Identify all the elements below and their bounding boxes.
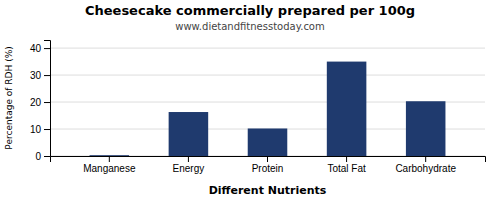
y-tick-mark xyxy=(44,102,50,103)
x-tick-mark xyxy=(267,156,268,162)
grid-line xyxy=(50,48,485,49)
y-tick-label: 30 xyxy=(30,70,42,81)
bar xyxy=(90,155,130,156)
y-tick-mark xyxy=(44,48,50,49)
x-tick-mark xyxy=(425,156,426,162)
x-axis: Manganese Energy Protein Total Fat Carbohydr… xyxy=(51,156,486,174)
x-tick: Manganese xyxy=(83,156,136,174)
x-axis-title: Different Nutrients xyxy=(209,184,327,197)
bar xyxy=(248,128,288,156)
bar xyxy=(327,62,367,156)
y-tick-label: 10 xyxy=(30,124,42,135)
x-tick: Carbohydrate xyxy=(395,156,456,174)
y-tick-label: 20 xyxy=(30,97,42,108)
x-tick-mark xyxy=(109,156,110,162)
bar xyxy=(406,101,446,156)
x-axis-line xyxy=(51,157,486,163)
y-tick-mark xyxy=(44,129,50,130)
y-tick: 20 xyxy=(30,97,50,108)
subtitle: www.dietandfitnesstoday.com xyxy=(175,21,324,32)
bar xyxy=(169,112,209,156)
y-tick: 0 xyxy=(35,151,50,162)
x-tick-label: Protein xyxy=(252,163,284,174)
chart: Cheesecake commercially prepared per 100… xyxy=(0,0,500,200)
x-tick-label: Energy xyxy=(173,163,205,174)
y-tick-label: 40 xyxy=(30,43,42,54)
y-tick-mark xyxy=(44,75,50,76)
x-tick: Energy xyxy=(173,156,205,174)
x-tick: Protein xyxy=(252,156,284,174)
y-axis: 0 10 20 30 40 xyxy=(30,41,51,162)
x-tick: Total Fat xyxy=(327,156,366,174)
plot: Manganese Energy Protein Total Fat Carbohydr… xyxy=(30,41,486,175)
x-tick-label: Carbohydrate xyxy=(395,163,456,174)
x-tick-mark xyxy=(346,156,347,162)
y-tick: 40 xyxy=(30,43,50,54)
grid xyxy=(50,48,485,156)
y-axis-line xyxy=(44,41,51,157)
title: Cheesecake commercially prepared per 100… xyxy=(85,3,415,18)
grid-line xyxy=(50,75,485,76)
y-tick-label: 0 xyxy=(35,151,41,162)
bars xyxy=(90,62,446,156)
y-tick: 30 xyxy=(30,70,50,81)
y-tick-mark xyxy=(44,156,50,157)
x-tick-mark xyxy=(188,156,189,162)
x-tick-label: Total Fat xyxy=(327,163,366,174)
y-axis-title: Percentage of RDH (%) xyxy=(4,46,14,149)
y-tick: 10 xyxy=(30,124,50,135)
x-tick-label: Manganese xyxy=(83,163,136,174)
